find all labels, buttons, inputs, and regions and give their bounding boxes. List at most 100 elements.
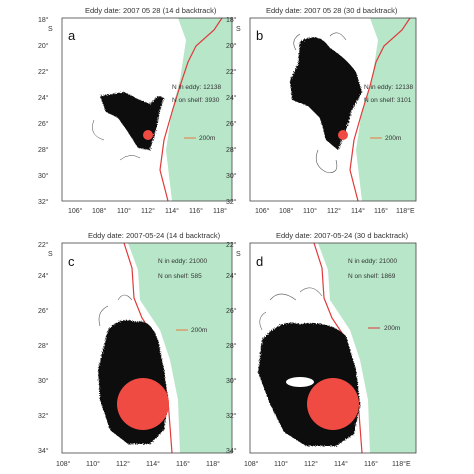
panel-b-lon-tick: 110°	[303, 207, 317, 215]
panel-d-lon-tick: 112°	[304, 460, 318, 468]
panel-a-letter: a	[68, 28, 76, 43]
panel-a-lat-tick: 24°	[38, 94, 49, 102]
panel-d-land	[318, 243, 416, 453]
panel-c-lon-tick: 108°	[56, 460, 71, 468]
panel-d-lat-tick: 24°	[226, 272, 237, 280]
panel-a-frame	[61, 17, 233, 202]
panel-a-lon-tick: 118°	[213, 207, 227, 215]
panel-b: Eddy date: 2007 05 28 (30 d backtrack) N…	[226, 6, 417, 215]
panel-c-legend-label: 200m	[191, 327, 207, 334]
panel-c-letter: c	[68, 254, 75, 269]
panel-d-lat-tick: 34°	[226, 447, 237, 455]
panel-c-lat-tick: 34°	[38, 447, 49, 455]
panel-a-lat-tick: 20°	[38, 42, 49, 50]
panel-c-lat-tick: 26°	[38, 307, 49, 315]
panel-c-lat-tick: 30°	[38, 377, 49, 385]
panel-c-lat-tick: S	[48, 251, 53, 258]
panel-d-lat-tick: 30°	[226, 377, 237, 385]
panel-b-eddy	[338, 130, 348, 140]
panel-a-title: Eddy date: 2007 05 28 (14 d backtrack)	[85, 6, 217, 15]
panel-b-lat-tick: 24°	[226, 94, 237, 102]
panel-a-lon-axis: 106° 108° 110° 112° 114° 116° 118°	[68, 207, 227, 215]
panel-d-lon-tick: 114°	[334, 460, 348, 468]
panel-d-lat-tick: 26°	[226, 307, 237, 315]
panel-b-shelf-line	[349, 17, 411, 202]
panel-b-lon-tick: 118°E	[396, 207, 415, 215]
panel-a-lat-tick: 22°	[38, 68, 49, 76]
panel-a-lat-tick: 18°	[38, 16, 49, 24]
panel-c-lon-axis: 108° 110° 112° 114° 116° 118°	[56, 460, 220, 468]
panel-c-lat-tick: 24°	[38, 272, 49, 280]
panel-b-legend-label: 200m	[385, 135, 401, 142]
panel-d-particle-trails	[259, 287, 323, 331]
panel-d-title: Eddy date: 2007-05-24 (30 d backtrack)	[276, 231, 409, 240]
panel-c-title: Eddy date: 2007-05-24 (14 d backtrack)	[88, 231, 221, 240]
panel-b-lat-tick: 22°	[226, 68, 237, 76]
panel-a-lon-tick: 116°	[189, 207, 203, 215]
panel-b-n-eddy: N in eddy: 12138	[364, 84, 414, 91]
panel-a-lon-tick: 106°	[68, 207, 83, 215]
panel-b-frame	[249, 17, 417, 202]
panel-d-letter: d	[256, 254, 263, 269]
panel-a-legend-label: 200m	[199, 135, 215, 142]
panel-d-lon-tick: 110°	[274, 460, 288, 468]
panel-b-lat-tick: 20°	[226, 42, 237, 50]
panel-a-lat-tick: 28°	[38, 146, 49, 154]
panel-d-lat-tick: S	[236, 251, 241, 258]
panel-a-lat-tick: S	[48, 26, 53, 33]
panel-b-title: Eddy date: 2007 05 28 (30 d backtrack)	[266, 6, 398, 15]
panel-b-lat-tick: 26°	[226, 120, 237, 128]
panel-d-legend-label: 200m	[384, 325, 400, 332]
panel-b-lat-tick: 32°	[226, 198, 237, 206]
panel-b-lat-tick: 18°	[226, 16, 237, 24]
panel-c-lat-axis: 22° S 24° 26° 28° 30° 32° 34°	[38, 241, 53, 455]
panel-b-land	[356, 18, 416, 201]
panel-c-lon-tick: 114°	[146, 460, 160, 468]
panel-c-n-eddy: N in eddy: 21000	[158, 258, 208, 265]
panel-b-particle-trails	[293, 32, 347, 173]
panel-d: Eddy date: 2007-05-24 (30 d backtrack) N…	[226, 231, 417, 468]
panel-d-eddy	[307, 378, 359, 430]
panel-c-n-shelf: N on shelf: 585	[158, 273, 202, 280]
panel-b-lon-tick: 106°	[255, 207, 270, 215]
panel-b-lat-tick: 28°	[226, 146, 237, 154]
panel-c-lon-tick: 118°	[206, 460, 220, 468]
panel-d-lat-tick: 32°	[226, 412, 237, 420]
panel-d-lon-tick: 116°	[364, 460, 378, 468]
panel-a-lon-tick: 114°	[165, 207, 179, 215]
panel-c-lat-tick: 32°	[38, 412, 49, 420]
panel-c-lon-tick: 110°	[86, 460, 100, 468]
panel-d-lat-axis: 22° S 24° 26° 28° 30° 32° 34°	[226, 241, 241, 455]
panel-b-lat-tick: 30°	[226, 172, 237, 180]
panel-b-particles	[290, 37, 362, 151]
panel-a-lon-tick: 112°	[141, 207, 155, 215]
panel-a-lat-tick: 26°	[38, 120, 49, 128]
panel-c-lon-tick: 116°	[176, 460, 190, 468]
panel-b-lon-tick: 116°	[374, 207, 388, 215]
panel-c-lon-tick: 112°	[116, 460, 130, 468]
panel-c-land	[128, 243, 232, 453]
panel-b-lon-tick: 108°	[279, 207, 294, 215]
panel-d-n-eddy: N in eddy: 21000	[348, 258, 398, 265]
panel-a-lat-axis: 18° S 20° 22° 24° 26° 28° 30° 32°	[38, 16, 53, 206]
panel-c-lat-tick: 22°	[38, 241, 49, 249]
panel-a: Eddy date: 2007 05 28 (14 d backtrack) N…	[38, 6, 233, 215]
panel-a-land	[166, 18, 232, 201]
panel-c-particle-trails	[98, 294, 133, 327]
panel-b-lon-tick: 112°	[327, 207, 341, 215]
panel-a-lon-tick: 110°	[117, 207, 131, 215]
panel-a-lon-tick: 108°	[92, 207, 107, 215]
panel-d-particle-gap	[286, 377, 314, 387]
panel-a-shelf-line	[159, 17, 223, 202]
panel-a-eddy	[143, 130, 153, 140]
panel-a-n-eddy: N in eddy: 12138	[172, 84, 222, 91]
panel-d-frame	[249, 242, 417, 454]
panel-d-lat-tick: 28°	[226, 342, 237, 350]
panel-c-frame	[61, 242, 233, 454]
panel-b-lon-tick: 114°	[351, 207, 365, 215]
panel-d-lon-tick: 108°	[244, 460, 259, 468]
panel-c: Eddy date: 2007-05-24 (14 d backtrack) N…	[38, 231, 233, 468]
panel-c-eddy	[117, 378, 169, 430]
panel-a-lat-tick: 32°	[38, 198, 49, 206]
